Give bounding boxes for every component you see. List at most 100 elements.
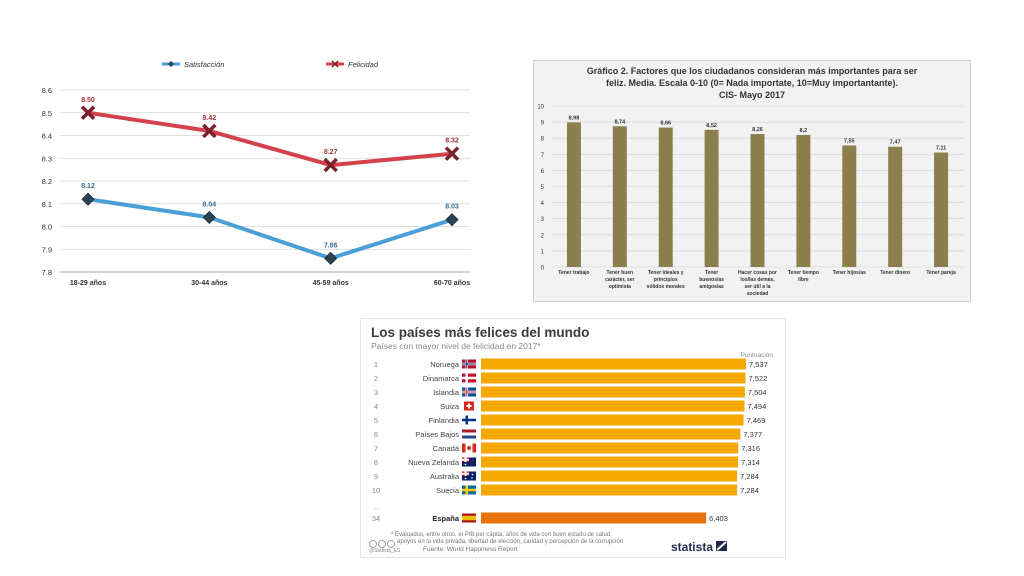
bar (481, 400, 745, 412)
bar (658, 127, 673, 267)
rank: 2 (374, 374, 378, 383)
data-point-felicidad (202, 123, 217, 139)
chart-title-line: Gráfico 2. Factores que los ciudadanos c… (587, 66, 918, 76)
bar (796, 134, 811, 267)
rank: 1 (374, 360, 378, 369)
x-tick-label: 18-29 años (70, 280, 106, 287)
bar (750, 134, 765, 267)
y-tick-label: 1 (541, 249, 545, 255)
y-tick-label: 8.4 (42, 132, 52, 141)
bar (481, 442, 739, 454)
country-row: 6 Países Bajos 7,377 (374, 428, 762, 440)
chart-title: Los países más felices del mundo (371, 325, 589, 340)
country-name: Países Bajos (415, 430, 459, 439)
y-tick-label: 3 (541, 217, 545, 223)
flag-part (462, 418, 476, 422)
y-tick-label: 7.8 (42, 268, 52, 277)
new-zealand-flag (462, 457, 476, 467)
country-row: 5 Finlandia 7,469 (374, 414, 765, 426)
y-tick-label: 6 (541, 169, 545, 175)
bar (481, 484, 738, 496)
footnote-line-2: apoyos en la vida privada, libertad de e… (397, 539, 625, 545)
x-tick-label: 30-44 años (191, 280, 227, 287)
country-row: 8 Nueva Zelanda 7,314 (374, 456, 760, 468)
x-marker (202, 123, 217, 139)
x-tick-label: Tener (705, 270, 718, 276)
bar (888, 146, 903, 267)
y-tick-label: 8 (541, 137, 545, 143)
bar (481, 428, 741, 440)
x-tick-label: Tener tiempo (788, 270, 819, 276)
data-label: 8,74 (614, 119, 626, 125)
flag-part (462, 432, 476, 436)
flag-part (466, 405, 472, 407)
y-tick-label: 5 (541, 185, 545, 191)
chart-title-line: feliz. Media. Escala 0-10 (0= Nada impor… (606, 78, 898, 88)
value-label: 7,377 (743, 430, 762, 439)
denmark-flag (462, 373, 476, 383)
x-tick-label: sólidos morales (647, 284, 685, 290)
norway-flag (462, 359, 476, 369)
bar (612, 126, 627, 267)
x-tick-label: carácter, ser (605, 277, 635, 283)
country-name: Islandia (433, 388, 460, 397)
rank: 6 (374, 430, 378, 439)
country-name: Finlandia (429, 416, 460, 425)
flag-part (472, 443, 476, 453)
country-name: Nueva Zelanda (408, 458, 460, 467)
switzerland-flag (464, 401, 474, 411)
rank: 9 (374, 472, 378, 481)
x-tick-label: los/las demás, (740, 277, 775, 283)
x-marker (323, 157, 338, 173)
data-point-satisfaccion (324, 251, 338, 265)
flag-part (467, 446, 471, 450)
y-tick-label: 7.9 (42, 245, 52, 254)
footnote-line-1: * Evaluados, entre otros, el PIB per cáp… (391, 532, 612, 538)
x-tick-label: Tener trabajo (558, 270, 589, 276)
bar (481, 456, 739, 468)
bar (704, 129, 719, 267)
australia-flag (462, 471, 476, 481)
x-tick-label: libre (798, 277, 809, 283)
data-label: 8,52 (706, 123, 717, 129)
flag-part (462, 435, 476, 439)
cc-license-icon (369, 540, 395, 548)
country-row: 3 Islandia 7,504 (374, 386, 767, 398)
value-label: 7,537 (749, 360, 768, 369)
statista-logo: statista (671, 540, 713, 554)
data-label: 8.12 (81, 183, 95, 190)
data-label: 7,55 (844, 138, 855, 144)
rank: 4 (374, 402, 378, 411)
bar (481, 512, 707, 524)
y-tick-label: 9 (541, 121, 545, 127)
flag-part (462, 488, 476, 492)
rank: 8 (374, 458, 378, 467)
rank: 34 (372, 514, 380, 523)
value-label: 7,494 (747, 402, 766, 411)
x-tick-label: 45-59 años (313, 280, 349, 287)
x-tick-label: sociedad (747, 291, 769, 297)
netherlands-flag (462, 429, 476, 439)
data-label: 7,11 (936, 146, 946, 152)
y-tick-label: 0 (541, 266, 545, 272)
bar (481, 414, 744, 426)
chart-title-line: CIS- Mayo 2017 (719, 90, 785, 100)
spain-flag (462, 513, 476, 523)
x-tick-label: Tener ideales y (648, 270, 684, 276)
x-tick-label: Tener buen (607, 270, 634, 276)
bar (481, 372, 746, 384)
bar (481, 358, 746, 370)
y-tick-label: 8.5 (42, 109, 52, 118)
y-tick-label: 8.6 (42, 86, 52, 95)
x-tick-label: Tener pareja (926, 270, 956, 276)
bar-chart-happiness-factors: Gráfico 2. Factores que los ciudadanos c… (533, 60, 971, 302)
value-label: 7,316 (741, 444, 760, 453)
statista-handle: @Statista_ES (369, 548, 401, 554)
flag-part (462, 429, 476, 433)
sweden-flag (462, 485, 476, 495)
x-tick-label: amigos/as (699, 284, 724, 290)
bar (481, 386, 745, 398)
legend-marker (168, 61, 174, 67)
flag-part (471, 473, 474, 476)
country-name: Australia (430, 472, 460, 481)
